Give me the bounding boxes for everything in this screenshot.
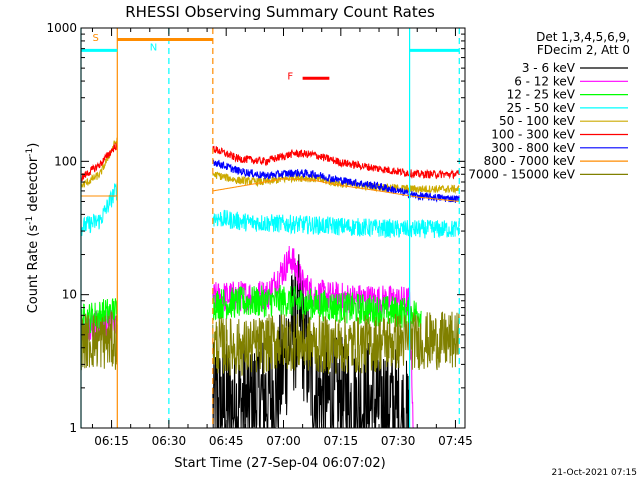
x-tick-label: 06:45 <box>209 434 244 448</box>
legend-entry-label: 800 - 7000 keV <box>484 154 576 168</box>
x-tick-label: 06:15 <box>94 434 129 448</box>
x-tick-label: 07:15 <box>324 434 359 448</box>
legend-header-line-1: Det 1,3,4,5,6,9, <box>536 30 630 44</box>
legend: Det 1,3,4,5,6,9, FDecim 2, Att 0 3 - 6 k… <box>468 30 630 181</box>
x-tick-label: 07:45 <box>438 434 473 448</box>
y-tick-label: 100 <box>54 154 77 168</box>
legend-header-line-2: FDecim 2, Att 0 <box>537 43 630 57</box>
legend-entry-label: 3 - 6 keV <box>522 61 576 75</box>
series-line <box>80 311 460 376</box>
legend-entry-label: 6 - 12 keV <box>514 74 576 88</box>
x-tick-label: 07:00 <box>266 434 301 448</box>
y-tick-label: 10 <box>62 288 77 302</box>
legend-entry-label: 100 - 300 keV <box>491 128 575 142</box>
legend-entry-label: 12 - 25 keV <box>507 88 576 102</box>
flag-label: N <box>150 42 157 53</box>
series-line <box>212 254 410 429</box>
y-axis-label: Count Rate (s-1 detector-1) <box>25 143 41 314</box>
y-tick-label: 1000 <box>46 21 77 35</box>
series-line <box>80 137 460 195</box>
legend-entry-label: 7000 - 15000 keV <box>468 167 575 181</box>
y-tick-label: 1 <box>69 421 77 435</box>
flag-label: S <box>92 33 98 44</box>
legend-entry-label: 300 - 800 keV <box>491 141 575 155</box>
x-tick-label: 07:30 <box>381 434 416 448</box>
x-axis: 06:15 06:30 06:45 07:00 07:15 07:30 07:45 <box>91 28 473 448</box>
flag-label: F <box>287 72 293 83</box>
series-layer <box>80 137 460 429</box>
series-line <box>81 178 460 202</box>
x-axis-label: Start Time (27-Sep-04 06:07:02) <box>174 456 385 471</box>
legend-entry-label: 50 - 100 keV <box>499 114 576 128</box>
footer-timestamp: 21-Oct-2021 07:15 <box>552 468 637 478</box>
series-line <box>80 142 460 182</box>
y-axis: 1 10 100 1000 <box>46 21 465 435</box>
plot-frame <box>80 27 466 429</box>
x-tick-label: 06:30 <box>152 434 187 448</box>
legend-entry-label: 25 - 50 keV <box>507 101 576 115</box>
chart-title: RHESSI Observing Summary Count Rates <box>125 3 435 21</box>
